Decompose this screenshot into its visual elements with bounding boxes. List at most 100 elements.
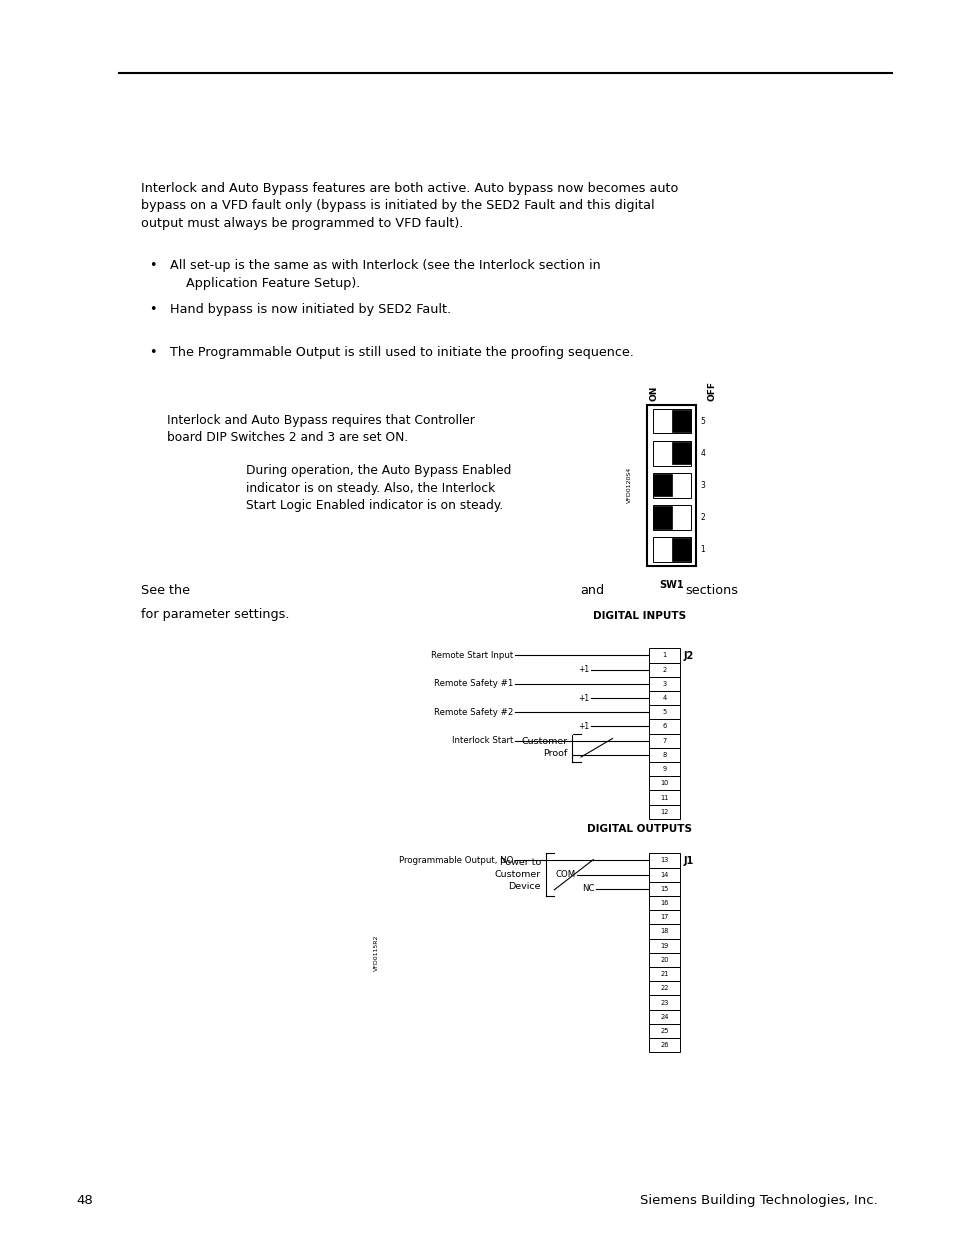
- Text: VFD0115R2: VFD0115R2: [374, 935, 379, 971]
- Bar: [648, 882, 679, 897]
- Bar: [648, 790, 679, 805]
- Bar: [648, 1024, 679, 1037]
- Text: 21: 21: [659, 971, 668, 977]
- Text: Remote Safety #1: Remote Safety #1: [434, 679, 513, 688]
- Text: 8: 8: [661, 752, 666, 758]
- Text: 2: 2: [661, 667, 666, 673]
- Text: 18: 18: [659, 929, 668, 935]
- Bar: [646, 405, 696, 566]
- Bar: [652, 441, 690, 466]
- Bar: [671, 410, 690, 432]
- Bar: [648, 981, 679, 995]
- Bar: [648, 692, 679, 705]
- Text: J2: J2: [683, 651, 694, 661]
- Bar: [648, 663, 679, 677]
- Text: OFF: OFF: [706, 382, 716, 401]
- Bar: [652, 537, 690, 562]
- Bar: [648, 777, 679, 790]
- Text: Interlock Start: Interlock Start: [452, 736, 513, 745]
- Text: Interlock and Auto Bypass requires that Controller
board DIP Switches 2 and 3 ar: Interlock and Auto Bypass requires that …: [167, 414, 475, 445]
- Text: SW1: SW1: [659, 580, 683, 590]
- Text: Power to
Customer
Device: Power to Customer Device: [495, 858, 540, 890]
- Text: Customer
Proof: Customer Proof: [521, 737, 567, 758]
- Text: VFD0120S4: VFD0120S4: [626, 467, 632, 504]
- Text: •: •: [149, 346, 156, 359]
- Text: DIGITAL OUTPUTS: DIGITAL OUTPUTS: [586, 824, 691, 834]
- Bar: [652, 506, 671, 529]
- Text: 12: 12: [659, 809, 668, 815]
- Text: NC: NC: [581, 884, 594, 893]
- Text: +1: +1: [578, 694, 589, 703]
- Text: 11: 11: [659, 794, 668, 800]
- Text: COM: COM: [555, 871, 575, 879]
- Text: 3: 3: [700, 480, 704, 490]
- Text: Interlock and Auto Bypass features are both active. Auto bypass now becomes auto: Interlock and Auto Bypass features are b…: [141, 182, 678, 230]
- Text: for parameter settings.: for parameter settings.: [141, 608, 290, 621]
- Bar: [648, 734, 679, 748]
- Text: DIGITAL INPUTS: DIGITAL INPUTS: [592, 611, 685, 621]
- Text: •: •: [149, 303, 156, 316]
- Text: 25: 25: [659, 1028, 668, 1034]
- Text: 1: 1: [700, 545, 704, 555]
- Bar: [648, 953, 679, 967]
- Text: J1: J1: [683, 856, 694, 866]
- Bar: [648, 719, 679, 734]
- Text: 4: 4: [661, 695, 666, 701]
- Bar: [648, 995, 679, 1010]
- Bar: [648, 967, 679, 982]
- Text: 9: 9: [661, 766, 666, 772]
- Bar: [648, 705, 679, 719]
- Text: Programmable Output, NO: Programmable Output, NO: [398, 856, 513, 864]
- Bar: [648, 762, 679, 777]
- Bar: [648, 897, 679, 910]
- Text: Remote Start Input: Remote Start Input: [431, 651, 513, 659]
- Text: Siemens Building Technologies, Inc.: Siemens Building Technologies, Inc.: [639, 1193, 877, 1207]
- Text: 10: 10: [659, 781, 668, 787]
- Text: 13: 13: [659, 857, 668, 863]
- Text: sections: sections: [684, 584, 738, 598]
- Text: 14: 14: [659, 872, 668, 878]
- Text: 5: 5: [700, 416, 704, 426]
- Text: The Programmable Output is still used to initiate the proofing sequence.: The Programmable Output is still used to…: [170, 346, 633, 359]
- Text: During operation, the Auto Bypass Enabled
indicator is on steady. Also, the Inte: During operation, the Auto Bypass Enable…: [246, 464, 511, 513]
- Text: 19: 19: [659, 942, 668, 948]
- Bar: [652, 409, 690, 433]
- Text: Hand bypass is now initiated by SED2 Fault.: Hand bypass is now initiated by SED2 Fau…: [170, 303, 451, 316]
- Bar: [648, 910, 679, 925]
- Bar: [648, 853, 679, 868]
- Text: 7: 7: [661, 737, 666, 743]
- Text: ON: ON: [649, 387, 659, 401]
- Bar: [652, 474, 671, 496]
- Text: and: and: [579, 584, 603, 598]
- Text: 2: 2: [700, 513, 704, 522]
- Text: Remote Safety #2: Remote Safety #2: [434, 708, 513, 716]
- Text: •: •: [149, 259, 156, 273]
- Bar: [648, 748, 679, 762]
- Text: +1: +1: [578, 722, 589, 731]
- Text: 5: 5: [661, 709, 666, 715]
- Bar: [671, 538, 690, 561]
- Bar: [648, 868, 679, 882]
- Bar: [652, 505, 690, 530]
- Text: 15: 15: [659, 885, 668, 892]
- Text: All set-up is the same as with Interlock (see the Interlock section in
    Appli: All set-up is the same as with Interlock…: [170, 259, 600, 290]
- Text: 3: 3: [661, 680, 666, 687]
- Text: 17: 17: [659, 914, 668, 920]
- Text: 23: 23: [659, 999, 668, 1005]
- Bar: [648, 805, 679, 819]
- Text: 26: 26: [659, 1042, 668, 1049]
- Text: 4: 4: [700, 448, 704, 458]
- Text: 16: 16: [659, 900, 668, 906]
- Bar: [648, 677, 679, 692]
- Text: 1: 1: [661, 652, 666, 658]
- Text: 48: 48: [76, 1193, 93, 1207]
- Text: 6: 6: [661, 724, 666, 730]
- Bar: [648, 1010, 679, 1024]
- Bar: [648, 925, 679, 939]
- Text: +1: +1: [578, 666, 589, 674]
- Text: 24: 24: [659, 1014, 668, 1020]
- Bar: [648, 1037, 679, 1052]
- Text: 20: 20: [659, 957, 668, 963]
- Text: See the: See the: [141, 584, 190, 598]
- Bar: [648, 648, 679, 662]
